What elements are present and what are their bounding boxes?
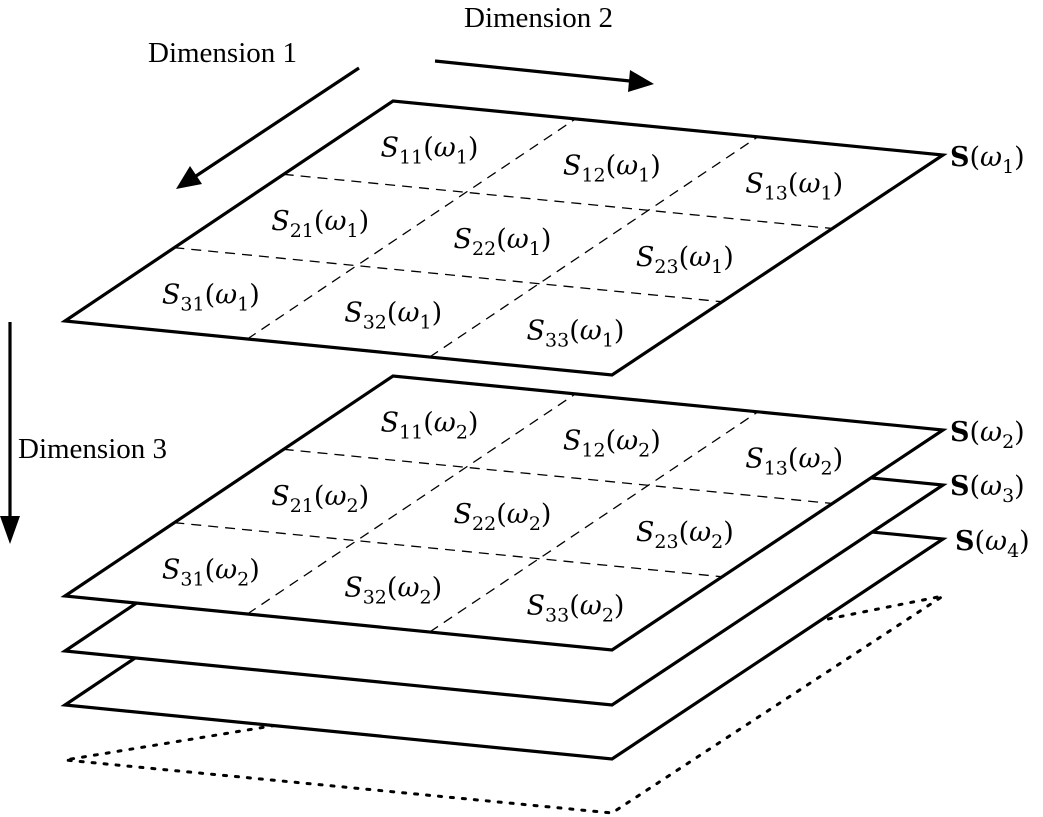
cell-label-13-omega1: S13(ω1)	[745, 169, 843, 205]
cell-label-21-omega1: S21(ω1)	[271, 206, 369, 242]
grid-line-row-2	[283, 173, 831, 229]
dimension-2-arrow	[434, 59, 654, 92]
cell-label-33-omega1: S33(ω1)	[527, 315, 625, 351]
cell-label-12-omega1: S12(ω1)	[563, 151, 661, 187]
grid-line-row-1	[174, 247, 722, 303]
dimension-2-arrowhead-icon	[628, 70, 654, 92]
matrix-label-omega3: S(ω3)	[950, 471, 1025, 507]
dimension-3-label: Dimension 3	[18, 433, 167, 465]
cell-label-32-omega2: S32(ω2)	[344, 572, 442, 608]
cell-label-12-omega2: S12(ω2)	[563, 426, 661, 462]
cell-label-33-omega2: S33(ω2)	[527, 590, 625, 626]
grid-line-row-2	[283, 448, 831, 504]
cell-label-11-omega2: S11(ω2)	[381, 408, 479, 444]
cell-label-22-omega2: S22(ω2)	[454, 499, 552, 535]
layer-omega2: S11(ω2) S12(ω2) S13(ω2) S21(ω2) S22(ω2) S23(ω…	[60, 374, 1025, 652]
cell-label-31-omega1: S31(ω1)	[162, 279, 260, 315]
dimension-3-arrow	[0, 322, 20, 544]
dimension-1-label: Dimension 1	[148, 37, 297, 69]
cell-label-11-omega1: S11(ω1)	[381, 133, 479, 169]
cell-label-32-omega1: S32(ω1)	[344, 297, 442, 333]
cell-label-13-omega2: S13(ω2)	[745, 444, 843, 480]
cell-label-31-omega2: S31(ω2)	[162, 554, 260, 590]
cell-label-21-omega2: S21(ω2)	[271, 481, 369, 517]
matrix-label-omega1: S(ω1)	[950, 142, 1025, 178]
layer-stack: S(ω4) S(ω3) S11(ω2) S12(ω2) S13(ω2) S21(ω2) S2…	[60, 99, 1030, 761]
cell-label-23-omega2: S23(ω2)	[636, 517, 734, 553]
dimension-1-arrow-shaft	[195, 66, 360, 178]
grid-line-row-1	[174, 522, 722, 578]
grid-line-col-2	[429, 411, 759, 633]
dimension-1-arrowhead-icon	[176, 166, 202, 189]
matrix-label-omega2: S(ω2)	[950, 417, 1025, 453]
layer-omega1: S11(ω1) S12(ω1) S13(ω1) S21(ω1) S22(ω1) S23(ω…	[60, 99, 1025, 377]
grid-line-col-2	[429, 136, 759, 358]
dimension-3-arrowhead-icon	[0, 516, 20, 544]
matrix-label-omega4: S(ω4)	[955, 526, 1030, 562]
dimension-1-arrow	[176, 66, 360, 189]
cell-label-23-omega1: S23(ω1)	[636, 242, 734, 278]
grid-line-col-1	[246, 118, 576, 340]
dimension-2-arrow-shaft	[434, 59, 631, 83]
cell-label-22-omega1: S22(ω1)	[454, 224, 552, 260]
grid-line-col-1	[246, 393, 576, 615]
dimension-2-label: Dimension 2	[464, 2, 613, 34]
